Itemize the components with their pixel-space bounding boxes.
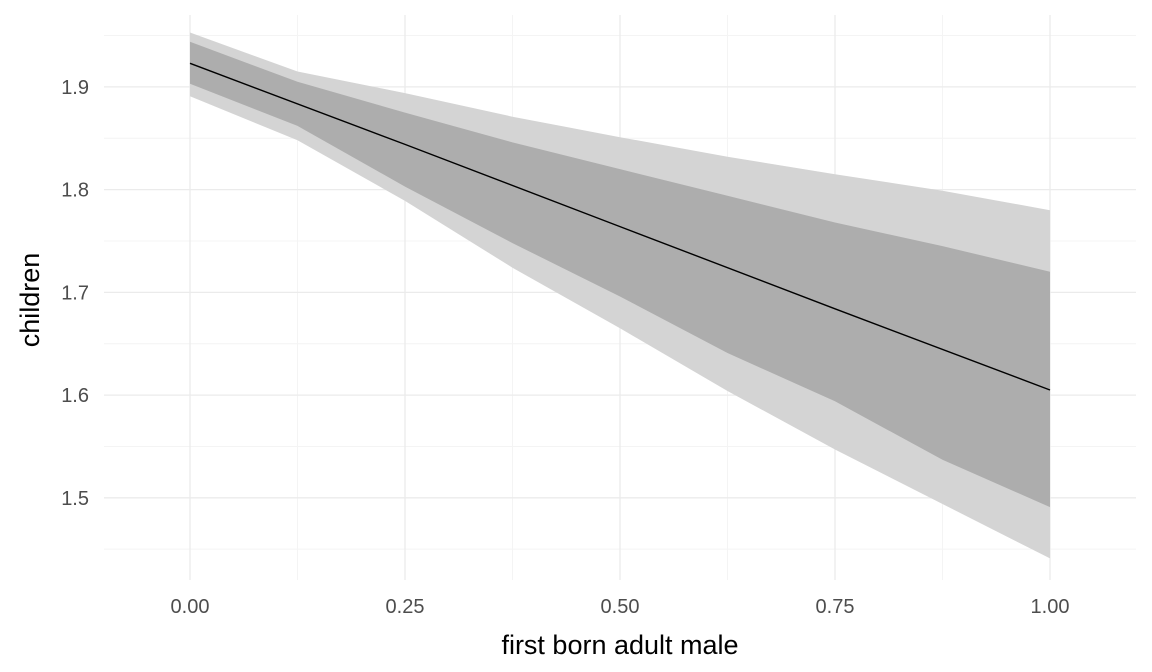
y-tick-label: 1.5 (61, 488, 89, 510)
x-tick-label: 0.00 (171, 596, 210, 618)
y-tick-label: 1.6 (61, 385, 89, 407)
y-tick-label: 1.8 (61, 180, 89, 202)
y-tick-label: 1.9 (61, 77, 89, 99)
x-tick-label: 1.00 (1031, 596, 1070, 618)
x-tick-label: 0.75 (816, 596, 855, 618)
y-axis-title: children (15, 253, 45, 348)
y-tick-label: 1.7 (61, 282, 89, 304)
confidence-bands (190, 32, 1050, 559)
x-axis-ticks: 0.00 0.25 0.50 0.75 1.00 (171, 596, 1070, 618)
x-tick-label: 0.25 (386, 596, 425, 618)
x-axis-title: first born adult male (501, 630, 738, 660)
inner-confidence-band (190, 41, 1050, 508)
fitted-line (189, 62, 1051, 391)
x-tick-label: 0.50 (601, 596, 640, 618)
y-axis-ticks: 1.5 1.6 1.7 1.8 1.9 (61, 77, 89, 510)
series-lines (189, 62, 1051, 391)
